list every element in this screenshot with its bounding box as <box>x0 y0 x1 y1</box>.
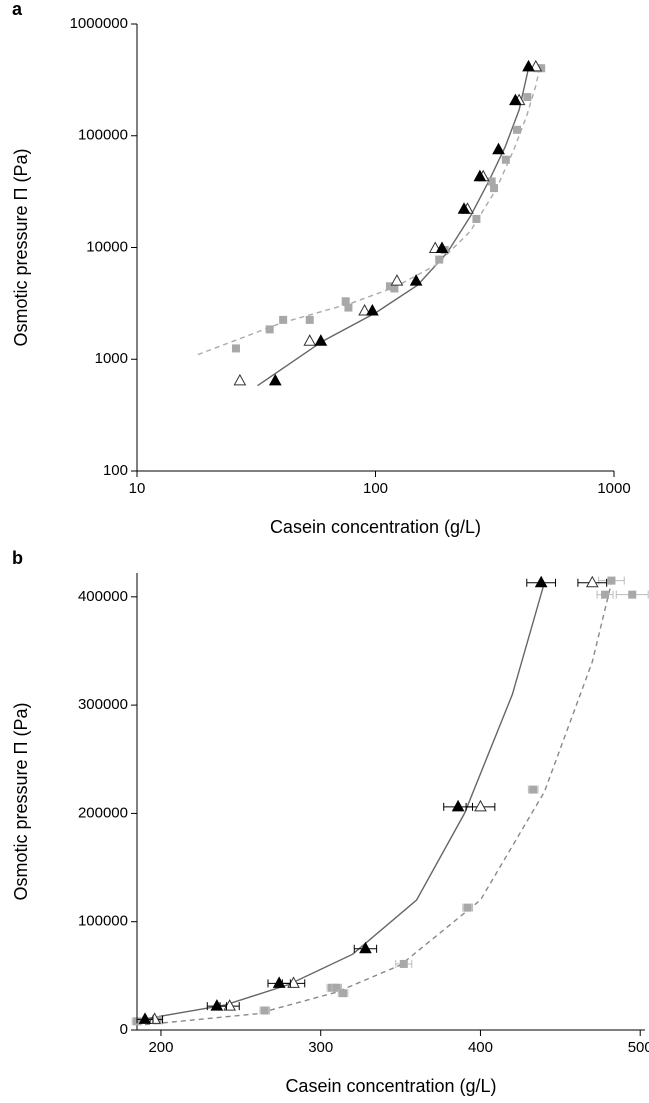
data-point <box>529 785 538 794</box>
data-point <box>601 590 610 599</box>
x-tick-label: 200 <box>148 1039 173 1056</box>
y-tick-label: 10000 <box>86 238 128 255</box>
data-point <box>435 255 444 264</box>
data-point <box>260 1006 269 1015</box>
data-point <box>522 59 535 72</box>
fit-line <box>144 582 613 1026</box>
panel-label: a <box>12 0 23 19</box>
data-point <box>474 799 487 812</box>
data-point <box>314 334 328 346</box>
data-point <box>390 274 404 286</box>
y-tick-label: 100000 <box>78 127 128 144</box>
data-point <box>435 241 449 253</box>
y-tick-label: 1000000 <box>70 15 128 32</box>
data-point <box>365 304 379 316</box>
data-point <box>303 334 317 346</box>
data-point <box>231 344 240 353</box>
y-tick-label: 100000 <box>78 913 128 930</box>
data-point <box>390 284 399 293</box>
y-tick-label: 200000 <box>78 804 128 821</box>
data-point <box>233 373 247 386</box>
x-axis-label: Casein concentration (g/L) <box>270 517 481 537</box>
data-point <box>358 304 371 316</box>
data-point <box>512 125 521 134</box>
data-point <box>399 959 408 968</box>
data-point <box>332 983 341 992</box>
data-point <box>501 155 510 164</box>
data-point <box>272 976 286 988</box>
data-point <box>287 976 300 988</box>
data-point <box>265 325 274 334</box>
y-tick-label: 0 <box>120 1021 128 1038</box>
x-tick-label: 1000 <box>597 480 630 497</box>
data-point <box>339 989 348 998</box>
data-point <box>463 903 472 912</box>
data-point <box>509 93 522 106</box>
x-axis-label: Casein concentration (g/L) <box>285 1076 496 1096</box>
data-point <box>268 373 282 386</box>
data-point <box>341 297 350 306</box>
data-point <box>490 184 499 193</box>
fit-line <box>197 65 541 356</box>
data-point <box>523 93 532 102</box>
data-point <box>359 941 372 954</box>
y-tick-label: 1000 <box>95 350 128 367</box>
data-point <box>585 575 599 588</box>
x-tick-label: 10 <box>129 480 146 497</box>
data-point <box>487 177 496 186</box>
data-point <box>409 274 423 286</box>
data-point <box>537 64 546 73</box>
data-point <box>473 169 487 182</box>
y-tick-label: 100 <box>103 462 128 479</box>
data-point <box>385 282 394 291</box>
data-point <box>210 999 224 1011</box>
y-tick-label: 400000 <box>78 588 128 605</box>
y-axis-label: Osmotic pressure Π (Pa) <box>11 702 31 900</box>
data-point <box>628 590 637 599</box>
x-tick-label: 100 <box>363 480 388 497</box>
data-point <box>534 575 548 588</box>
data-point <box>457 202 471 214</box>
data-point <box>138 1012 152 1024</box>
x-tick-label: 500 <box>628 1039 649 1056</box>
data-point <box>344 303 353 312</box>
fit-line <box>257 65 530 387</box>
data-point <box>305 315 314 324</box>
y-tick-label: 300000 <box>78 696 128 713</box>
data-point <box>148 1012 161 1024</box>
fit-line <box>136 582 546 1021</box>
data-point <box>607 576 616 585</box>
data-point <box>451 799 465 812</box>
x-tick-label: 400 <box>468 1039 493 1056</box>
panel-label: b <box>12 548 23 568</box>
x-tick-label: 300 <box>308 1039 333 1056</box>
data-point <box>279 315 288 324</box>
y-axis-label: Osmotic pressure Π (Pa) <box>11 148 31 346</box>
data-point <box>492 142 505 155</box>
data-point <box>472 214 481 223</box>
